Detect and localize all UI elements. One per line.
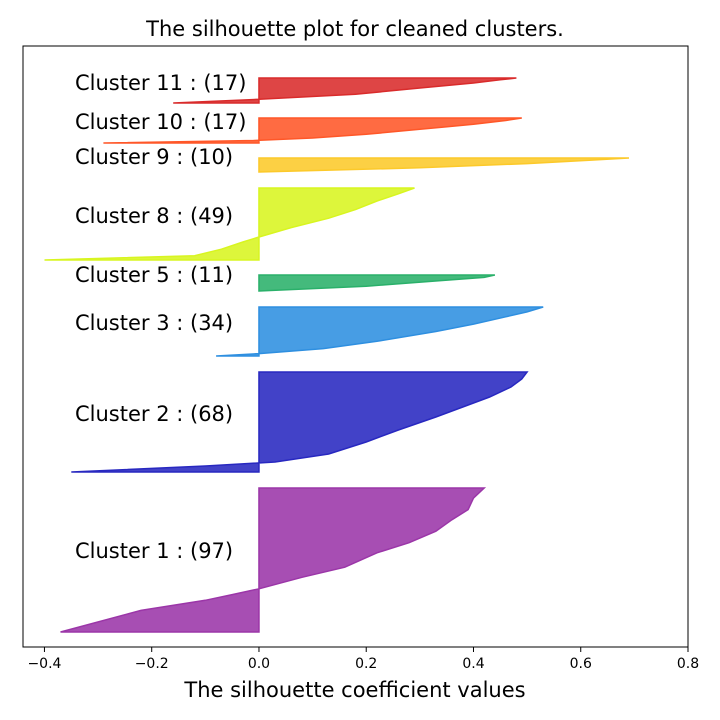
chart-title: The silhouette plot for cleaned clusters… [145,17,564,41]
x-tick-label: 0.8 [677,656,699,672]
cluster-3-silhouette-area [216,306,544,357]
cluster-1-label: Cluster 1 : (97) [75,539,233,563]
cluster-areas [44,77,630,633]
cluster-5-label: Cluster 5 : (11) [75,263,233,287]
cluster-5-silhouette-area [258,274,496,292]
cluster-11-silhouette-area [173,77,517,104]
cluster-labels: Cluster 1 : (97) Cluster 2 : (68) Cluster … [75,71,246,563]
plot-frame [22,45,689,648]
cluster-9-label: Cluster 9 : (10) [75,145,233,169]
cluster-9-silhouette-area [258,157,630,173]
cluster-8-silhouette-area [44,187,415,261]
x-tick-label: 0.0 [248,656,270,672]
cluster-10-label: Cluster 10 : (17) [75,110,246,134]
x-tick-label: 0.4 [462,656,484,672]
cluster-2-label: Cluster 2 : (68) [75,402,233,426]
x-axis-label: The silhouette coefficient values [183,678,525,702]
x-tick-label: 0.6 [570,656,592,672]
x-axis-ticks: −0.4 −0.2 0.0 0.2 0.4 0.6 0.8 [27,647,699,672]
x-tick-label: 0.2 [355,656,377,672]
cluster-11-label: Cluster 11 : (17) [75,71,246,95]
cluster-10-silhouette-area [103,117,522,144]
x-tick-label: −0.4 [27,656,61,672]
cluster-8-label: Cluster 8 : (49) [75,204,233,228]
cluster-3-label: Cluster 3 : (34) [75,311,233,335]
x-tick-label: −0.2 [135,656,169,672]
cluster-1-silhouette-area [60,487,487,633]
cluster-2-silhouette-area [71,371,529,473]
